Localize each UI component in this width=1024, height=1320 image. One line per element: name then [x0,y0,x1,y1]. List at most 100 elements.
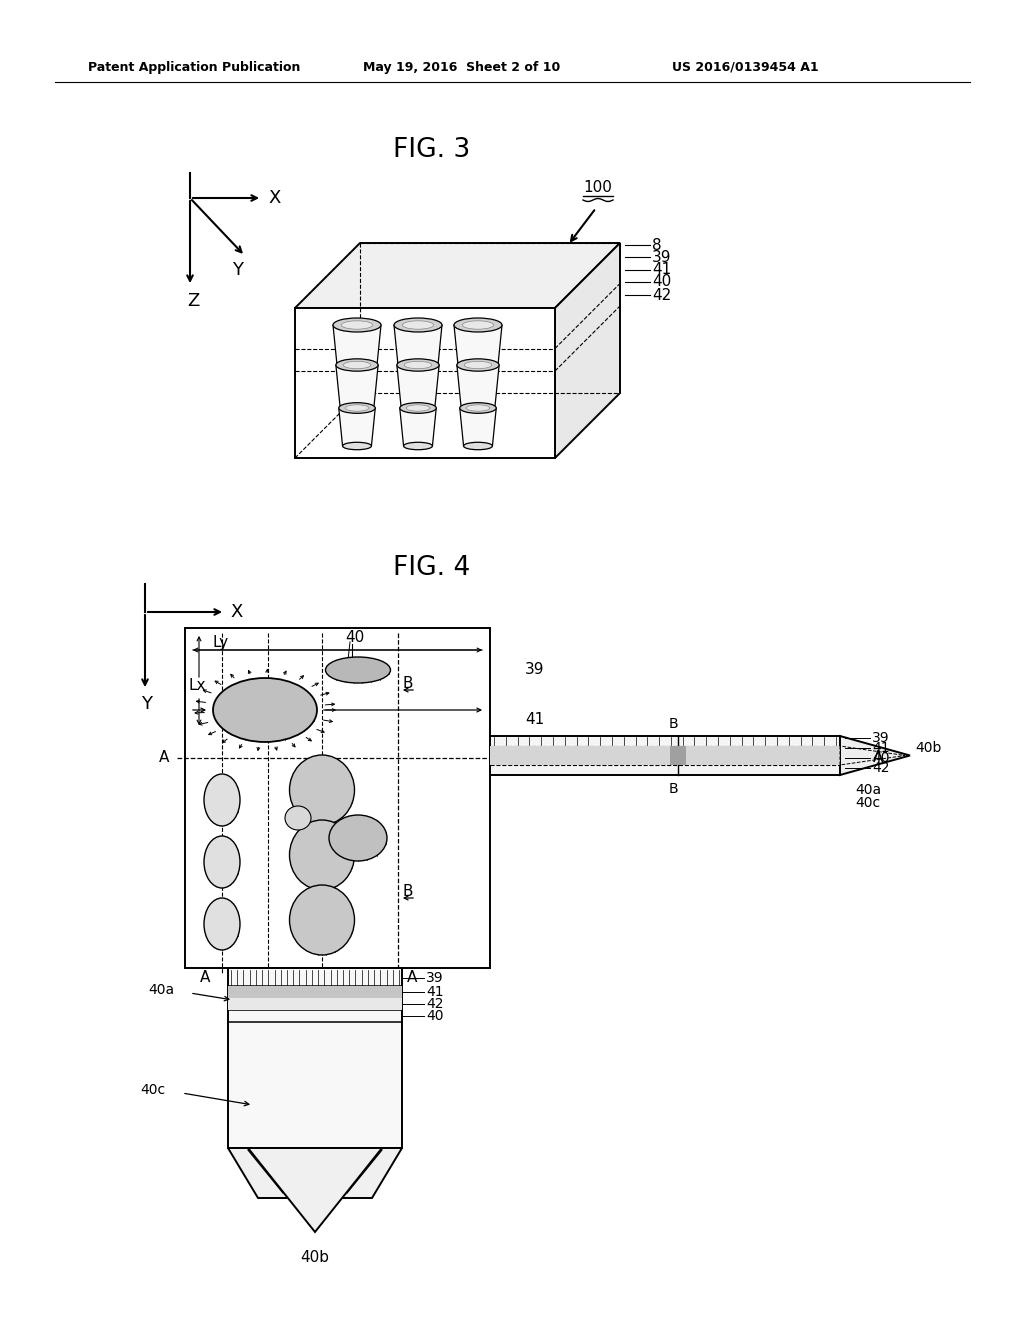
Text: 39: 39 [525,663,545,677]
Ellipse shape [397,359,439,371]
Text: 100: 100 [584,181,612,195]
Text: 42: 42 [872,762,890,775]
Ellipse shape [290,755,354,825]
Polygon shape [460,408,497,446]
Text: 40: 40 [652,275,672,289]
Text: B: B [669,781,678,796]
Text: US 2016/0139454 A1: US 2016/0139454 A1 [672,61,818,74]
Ellipse shape [213,678,317,742]
Text: X: X [268,189,281,207]
Text: 40: 40 [345,631,365,645]
Ellipse shape [464,362,492,368]
Bar [228,986,402,998]
Text: 39: 39 [426,972,443,985]
Polygon shape [399,408,436,446]
Text: Y: Y [232,261,243,279]
Ellipse shape [461,405,495,413]
Polygon shape [339,408,375,446]
Polygon shape [397,366,439,409]
Text: May 19, 2016  Sheet 2 of 10: May 19, 2016 Sheet 2 of 10 [362,61,560,74]
Ellipse shape [399,370,437,380]
Text: A: A [159,751,169,766]
Text: Lx: Lx [188,678,206,693]
Text: 42: 42 [652,288,672,302]
Ellipse shape [204,898,240,950]
Text: 40b: 40b [915,741,941,755]
Polygon shape [336,366,378,409]
Ellipse shape [466,405,489,412]
Text: Ly: Ly [213,635,229,649]
Ellipse shape [454,318,502,333]
Ellipse shape [336,359,378,371]
Ellipse shape [403,442,432,450]
Ellipse shape [329,814,387,861]
Text: B: B [403,676,414,692]
Text: FIG. 3: FIG. 3 [393,137,471,162]
Ellipse shape [401,405,435,413]
Bar [490,737,840,775]
Ellipse shape [394,318,442,333]
Ellipse shape [460,403,497,413]
Ellipse shape [343,362,371,368]
Ellipse shape [399,403,436,413]
Polygon shape [555,243,620,458]
Ellipse shape [338,370,376,380]
Ellipse shape [341,321,373,329]
Bar [228,998,402,1010]
Ellipse shape [204,836,240,888]
Polygon shape [394,325,442,375]
Text: 40c: 40c [855,796,880,810]
Ellipse shape [343,442,372,450]
Ellipse shape [340,405,374,413]
Text: 40: 40 [872,751,890,766]
Ellipse shape [326,657,390,682]
Text: FIG. 4: FIG. 4 [393,554,471,581]
Polygon shape [295,243,620,308]
Text: 40: 40 [426,1008,443,1023]
Ellipse shape [464,442,493,450]
Text: 39: 39 [872,731,890,744]
Text: Y: Y [141,696,152,713]
Polygon shape [333,325,381,375]
Ellipse shape [404,362,432,368]
Text: 41: 41 [426,985,443,999]
Text: 40c: 40c [140,1082,165,1097]
Text: B: B [669,717,678,731]
Text: Patent Application Publication: Patent Application Publication [88,61,300,74]
Ellipse shape [345,405,369,412]
Ellipse shape [459,370,497,380]
Polygon shape [228,1148,402,1199]
Bar [228,968,402,1148]
Text: 8: 8 [652,238,662,252]
Text: 41: 41 [872,741,890,755]
Ellipse shape [290,820,354,890]
Text: 40a: 40a [855,783,881,797]
Ellipse shape [285,807,311,830]
Ellipse shape [333,318,381,333]
Text: B: B [403,884,414,899]
Bar [670,746,686,766]
Ellipse shape [339,403,375,413]
Text: X: X [230,603,243,620]
Ellipse shape [204,774,240,826]
Text: 40b: 40b [300,1250,330,1265]
Polygon shape [840,737,910,775]
Bar [490,746,840,766]
Text: Z: Z [187,292,200,310]
Text: 40a: 40a [148,983,174,997]
Text: A: A [200,969,210,985]
Text: 42: 42 [426,997,443,1011]
Ellipse shape [463,321,494,329]
Polygon shape [457,366,499,409]
Text: 39: 39 [652,249,672,264]
Text: A: A [407,969,418,985]
Ellipse shape [290,884,354,954]
Polygon shape [454,325,502,375]
Ellipse shape [402,321,433,329]
Polygon shape [295,308,555,458]
Ellipse shape [457,359,499,371]
Text: 41: 41 [652,263,672,277]
Polygon shape [248,1148,382,1232]
Ellipse shape [407,405,430,412]
Text: 41: 41 [525,713,544,727]
